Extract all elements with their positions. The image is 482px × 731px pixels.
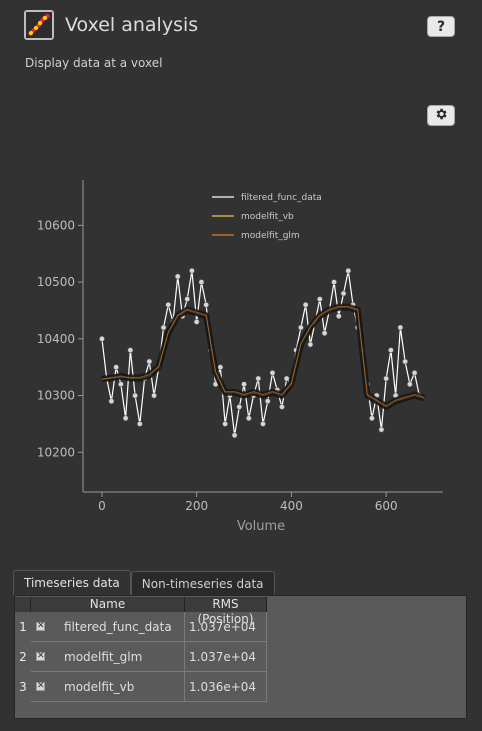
- data-point: [198, 279, 205, 286]
- series-line: [101, 306, 425, 407]
- data-point: [174, 273, 181, 280]
- data-point: [160, 324, 167, 331]
- data-point: [264, 398, 271, 405]
- data-point: [217, 364, 224, 371]
- rms-cell: 1.036e+04: [185, 672, 267, 702]
- data-point: [231, 432, 238, 439]
- x-tick-label: 400: [280, 499, 303, 513]
- data-point: [302, 301, 309, 308]
- gear-icon: [434, 107, 448, 125]
- data-point: [369, 415, 375, 422]
- name-cell: ✕ modelfit_vb: [31, 672, 185, 702]
- row-number: 3: [15, 672, 31, 702]
- data-point: [122, 415, 129, 422]
- rms-cell: 1.037e+04: [185, 612, 267, 642]
- y-tick-label: 10200: [37, 445, 75, 459]
- data-point: [331, 279, 337, 286]
- data-point: [321, 330, 328, 337]
- row-number: 2: [15, 642, 31, 672]
- data-point: [222, 421, 229, 427]
- x-tick-label: 600: [375, 499, 398, 513]
- row-checkbox[interactable]: ✕: [36, 651, 45, 661]
- rms-cell: 1.037e+04: [185, 642, 267, 672]
- data-tabs: Timeseries data Non-timeseries data: [13, 570, 275, 595]
- column-header-rms[interactable]: RMS (Position): [185, 597, 267, 626]
- page-subtitle: Display data at a voxel: [25, 56, 163, 70]
- voxel-plot-icon: [24, 10, 54, 40]
- data-point: [245, 415, 252, 422]
- data-point: [345, 267, 352, 274]
- y-tick-label: 10600: [37, 218, 75, 232]
- row-number: 1: [15, 612, 31, 642]
- series-name: modelfit_glm: [64, 650, 143, 664]
- data-point: [236, 404, 243, 410]
- data-point: [99, 335, 105, 342]
- data-point: [411, 369, 418, 376]
- name-cell: ✕ filtered_func_data: [31, 612, 185, 642]
- page-title: Voxel analysis: [65, 14, 199, 36]
- data-point: [108, 398, 115, 405]
- series-name: filtered_func_data: [64, 620, 172, 634]
- fit-band: [101, 303, 425, 409]
- data-point: [269, 369, 276, 376]
- timeseries-plot[interactable]: filtered_func_data modelfit_vb modelfit_gl…: [0, 160, 482, 540]
- x-axis-label: Volume: [237, 519, 285, 534]
- data-point: [279, 404, 285, 410]
- series-line: [101, 270, 420, 436]
- data-point: [297, 324, 304, 331]
- data-point: [113, 364, 120, 371]
- row-checkbox[interactable]: ✕: [36, 681, 45, 691]
- settings-button[interactable]: [427, 105, 455, 126]
- row-checkbox[interactable]: ✕: [36, 621, 45, 631]
- data-point: [378, 426, 385, 433]
- data-point: [184, 296, 191, 303]
- data-point: [387, 347, 394, 354]
- data-point: [402, 358, 409, 365]
- data-point: [260, 421, 266, 427]
- data-point: [283, 375, 290, 382]
- data-point: [383, 375, 390, 382]
- data-point: [132, 392, 139, 399]
- data-point: [335, 313, 342, 320]
- data-point: [307, 341, 314, 348]
- y-tick-label: 10400: [37, 332, 75, 346]
- data-point: [151, 392, 157, 399]
- y-tick-label: 10500: [37, 275, 75, 289]
- data-point: [146, 358, 153, 365]
- data-point: [136, 421, 143, 427]
- data-point: [189, 267, 195, 274]
- data-point: [165, 301, 172, 308]
- series-modelfit_glm: [101, 303, 425, 409]
- help-button[interactable]: ?: [427, 16, 455, 37]
- x-tick-label: 200: [185, 499, 208, 513]
- data-point: [193, 318, 200, 325]
- data-point: [340, 290, 347, 297]
- plot-legend: filtered_func_data modelfit_vb modelfit_gl…: [212, 193, 322, 241]
- legend-label: filtered_func_data: [241, 193, 322, 203]
- series-name: modelfit_vb: [64, 680, 135, 694]
- name-cell: ✕ modelfit_glm: [31, 642, 185, 672]
- table-corner: [15, 597, 31, 612]
- tab-timeseries-data[interactable]: Timeseries data: [13, 570, 131, 595]
- data-point: [406, 381, 413, 388]
- data-point: [255, 375, 262, 382]
- x-tick-label: 0: [98, 499, 106, 513]
- data-point: [241, 381, 247, 388]
- column-header-name[interactable]: Name: [31, 597, 185, 612]
- legend-label: modelfit_vb: [241, 212, 294, 222]
- data-point: [117, 381, 124, 388]
- timeseries-table: Name RMS (Position) 1 ✕ filtered_func_da…: [14, 595, 467, 719]
- data-point: [316, 296, 323, 303]
- data-point: [397, 324, 404, 331]
- tab-non-timeseries-data[interactable]: Non-timeseries data: [130, 571, 275, 595]
- legend-label: modelfit_glm: [241, 231, 300, 241]
- y-tick-label: 10300: [37, 389, 75, 403]
- data-point: [203, 301, 210, 308]
- series-filtered_func_data: [99, 267, 423, 439]
- data-point: [127, 347, 134, 354]
